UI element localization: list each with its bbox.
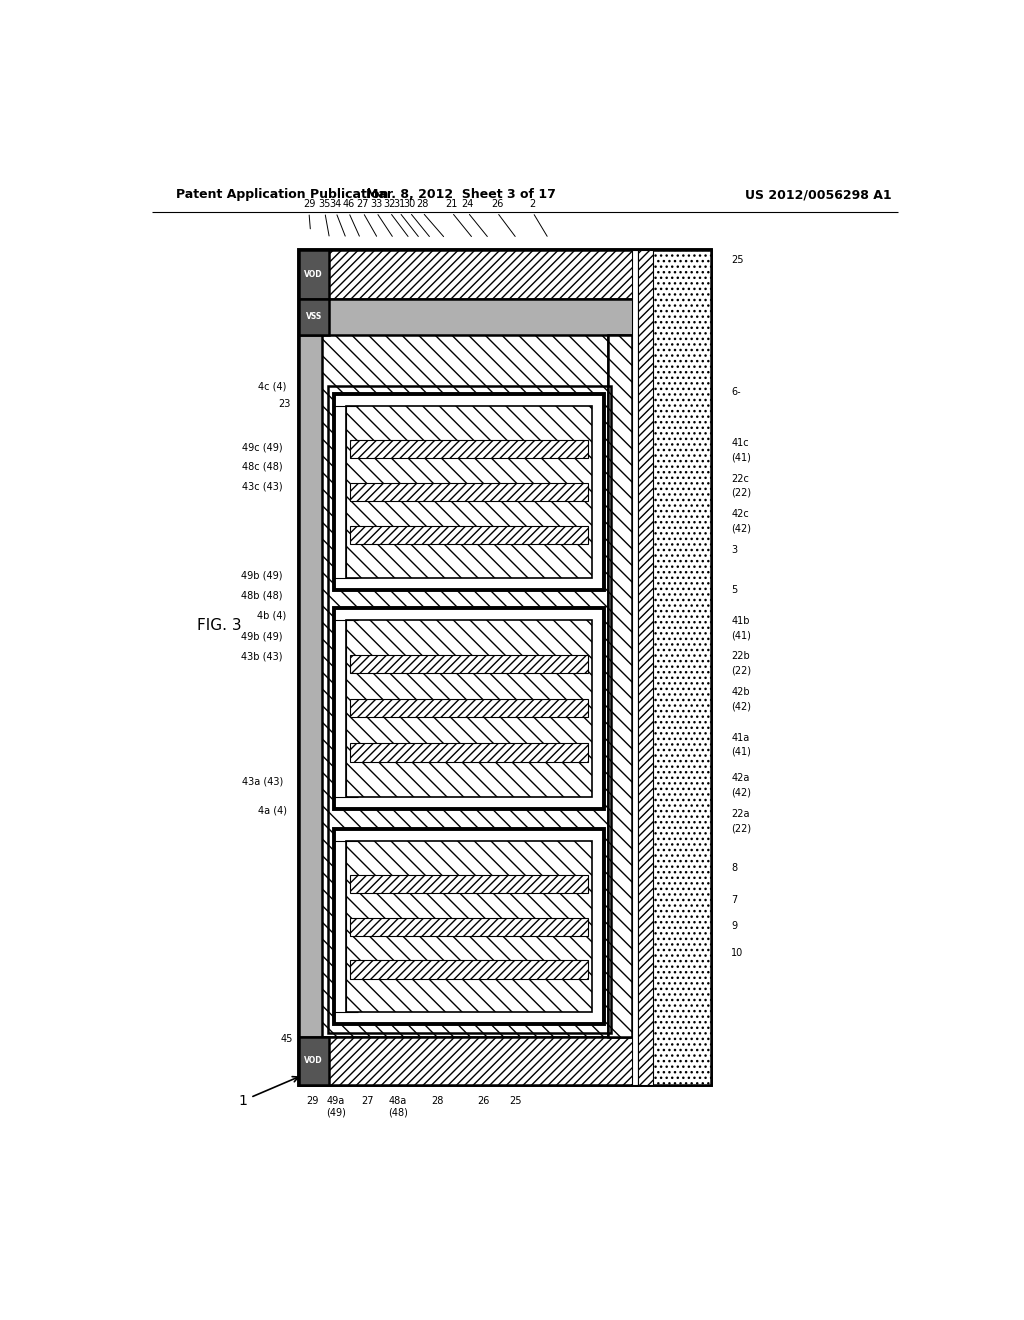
- Bar: [350, 875, 588, 894]
- Bar: [299, 298, 636, 335]
- Text: FIG. 3: FIG. 3: [197, 619, 242, 634]
- Bar: [299, 1036, 329, 1085]
- Bar: [350, 655, 588, 673]
- Text: (41): (41): [731, 747, 751, 756]
- Text: 48b (48): 48b (48): [242, 590, 283, 601]
- Text: 43b (43): 43b (43): [242, 652, 283, 661]
- Text: 23: 23: [279, 400, 291, 409]
- Bar: [299, 249, 329, 298]
- Text: VOD: VOD: [304, 1056, 323, 1065]
- Text: 49a
(49): 49a (49): [326, 1096, 346, 1117]
- Text: 41b: 41b: [731, 616, 750, 626]
- Text: 5: 5: [731, 585, 737, 595]
- Text: 41c: 41c: [731, 438, 749, 447]
- Text: 46: 46: [342, 199, 354, 210]
- Text: (22): (22): [731, 665, 752, 676]
- Text: 2: 2: [529, 199, 536, 210]
- Bar: [299, 249, 712, 1085]
- Text: (42): (42): [731, 701, 752, 711]
- Text: 4c (4): 4c (4): [258, 381, 287, 391]
- Text: 49b (49): 49b (49): [242, 570, 283, 579]
- Text: 48c (48): 48c (48): [242, 462, 283, 471]
- Bar: [328, 385, 610, 1032]
- Text: 8: 8: [731, 863, 737, 873]
- Text: 27: 27: [356, 199, 370, 210]
- Text: 4b (4): 4b (4): [257, 611, 287, 620]
- Text: 1: 1: [239, 1077, 298, 1107]
- Text: 30: 30: [403, 199, 416, 210]
- Text: (41): (41): [731, 630, 751, 640]
- Text: 42a: 42a: [731, 774, 750, 783]
- Text: 24: 24: [462, 199, 474, 210]
- Text: 21: 21: [445, 199, 458, 210]
- Text: 35: 35: [318, 199, 331, 210]
- Text: Patent Application Publication: Patent Application Publication: [176, 189, 388, 202]
- Text: 28: 28: [416, 199, 429, 210]
- Bar: [346, 407, 592, 578]
- Bar: [350, 527, 588, 544]
- Text: VSS: VSS: [305, 313, 322, 322]
- Text: 22c: 22c: [731, 474, 749, 483]
- Bar: [350, 700, 588, 718]
- Bar: [350, 440, 588, 458]
- Text: 31: 31: [393, 199, 406, 210]
- Text: 27: 27: [361, 1096, 374, 1106]
- Bar: [608, 335, 632, 1036]
- Bar: [323, 335, 608, 1036]
- Text: 4a (4): 4a (4): [258, 807, 287, 816]
- Text: 25: 25: [509, 1096, 521, 1106]
- Text: 10: 10: [731, 948, 743, 958]
- Bar: [632, 249, 638, 1085]
- Text: 43c (43): 43c (43): [242, 482, 283, 491]
- Text: 49b (49): 49b (49): [242, 631, 283, 642]
- Bar: [350, 483, 588, 502]
- Bar: [638, 249, 652, 1085]
- Bar: [299, 1036, 636, 1085]
- Text: 28: 28: [431, 1096, 443, 1106]
- Text: 29: 29: [303, 199, 315, 210]
- Text: 6-: 6-: [731, 387, 740, 397]
- Text: 22b: 22b: [731, 652, 750, 661]
- Text: 41a: 41a: [731, 733, 750, 743]
- Text: 22a: 22a: [731, 809, 750, 818]
- Bar: [350, 743, 588, 762]
- Text: 45: 45: [281, 1034, 293, 1044]
- Text: (42): (42): [731, 523, 752, 533]
- Text: 48a
(48): 48a (48): [388, 1096, 408, 1117]
- Text: 34: 34: [330, 199, 342, 210]
- Text: 7: 7: [731, 895, 737, 906]
- Bar: [334, 395, 604, 590]
- Text: US 2012/0056298 A1: US 2012/0056298 A1: [745, 189, 892, 202]
- Text: 9: 9: [731, 921, 737, 931]
- Bar: [299, 335, 323, 1036]
- Text: 32: 32: [384, 199, 396, 210]
- Bar: [346, 841, 592, 1012]
- Bar: [346, 620, 592, 797]
- Bar: [636, 249, 712, 1085]
- Bar: [350, 917, 588, 936]
- Bar: [334, 829, 604, 1024]
- Bar: [334, 607, 604, 809]
- Bar: [350, 961, 588, 978]
- Bar: [299, 249, 636, 298]
- Bar: [299, 298, 329, 335]
- Text: 26: 26: [490, 199, 503, 210]
- Text: (22): (22): [731, 488, 752, 498]
- Text: Mar. 8, 2012  Sheet 3 of 17: Mar. 8, 2012 Sheet 3 of 17: [367, 189, 556, 202]
- Text: VOD: VOD: [304, 269, 323, 279]
- Text: 33: 33: [371, 199, 383, 210]
- Text: 25: 25: [731, 255, 743, 265]
- Text: 43a (43): 43a (43): [242, 776, 283, 787]
- Text: (42): (42): [731, 788, 752, 797]
- Text: 42b: 42b: [731, 686, 750, 697]
- Text: 3: 3: [731, 545, 737, 554]
- Text: 29: 29: [306, 1096, 318, 1106]
- Text: (41): (41): [731, 453, 751, 462]
- Text: 26: 26: [477, 1096, 489, 1106]
- Text: 42c: 42c: [731, 510, 749, 519]
- Text: (22): (22): [731, 824, 752, 833]
- Text: 49c (49): 49c (49): [242, 442, 283, 451]
